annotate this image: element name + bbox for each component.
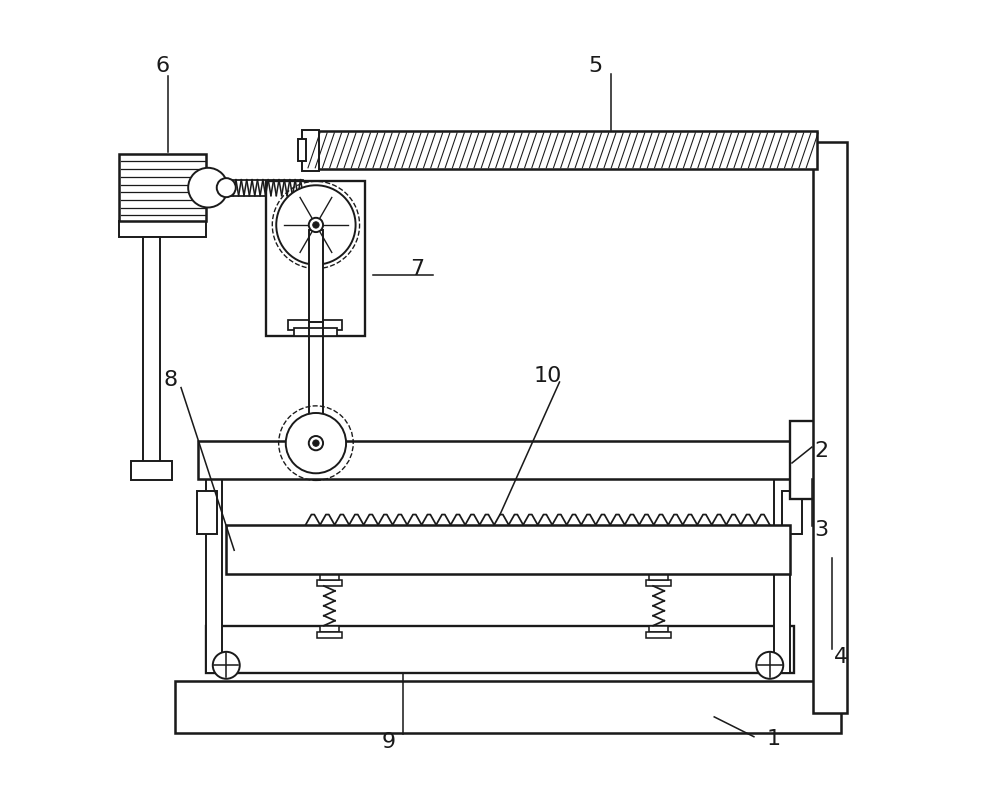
Text: 5: 5	[588, 56, 602, 76]
Circle shape	[217, 178, 236, 197]
Circle shape	[213, 652, 240, 679]
Bar	[143, 237, 160, 479]
Bar	[206, 443, 222, 674]
Bar	[198, 441, 817, 479]
Bar	[119, 221, 206, 237]
Bar	[320, 626, 339, 632]
Bar	[317, 579, 342, 586]
Text: 3: 3	[814, 520, 828, 540]
Bar	[119, 153, 206, 221]
Text: 7: 7	[410, 259, 424, 279]
Circle shape	[756, 652, 783, 679]
Bar	[774, 443, 790, 674]
Bar	[646, 579, 671, 586]
Circle shape	[313, 222, 319, 229]
Bar	[646, 632, 671, 638]
Text: 10: 10	[533, 366, 562, 386]
Bar	[131, 461, 172, 480]
Text: 2: 2	[814, 441, 828, 461]
Bar	[197, 491, 217, 535]
Circle shape	[309, 436, 323, 451]
Bar	[294, 328, 337, 336]
Text: 6: 6	[156, 56, 170, 76]
Bar	[317, 632, 342, 638]
Bar	[790, 421, 832, 499]
Bar	[782, 491, 802, 535]
Bar	[206, 626, 794, 674]
Circle shape	[276, 185, 356, 264]
Bar	[288, 320, 342, 330]
Bar	[226, 525, 790, 574]
Bar	[302, 129, 319, 171]
Circle shape	[309, 218, 323, 232]
Text: 9: 9	[382, 732, 396, 753]
Text: 4: 4	[834, 647, 848, 667]
Text: 8: 8	[164, 370, 178, 390]
Circle shape	[286, 413, 346, 473]
Circle shape	[313, 440, 319, 447]
Bar	[309, 230, 323, 322]
Text: 1: 1	[767, 729, 781, 749]
Bar	[298, 139, 306, 161]
Bar	[175, 682, 841, 733]
Bar	[266, 181, 365, 336]
Bar	[813, 141, 847, 713]
Bar	[649, 573, 668, 579]
Bar	[320, 573, 339, 579]
Bar	[649, 626, 668, 632]
Circle shape	[188, 168, 228, 208]
Bar	[306, 131, 817, 169]
